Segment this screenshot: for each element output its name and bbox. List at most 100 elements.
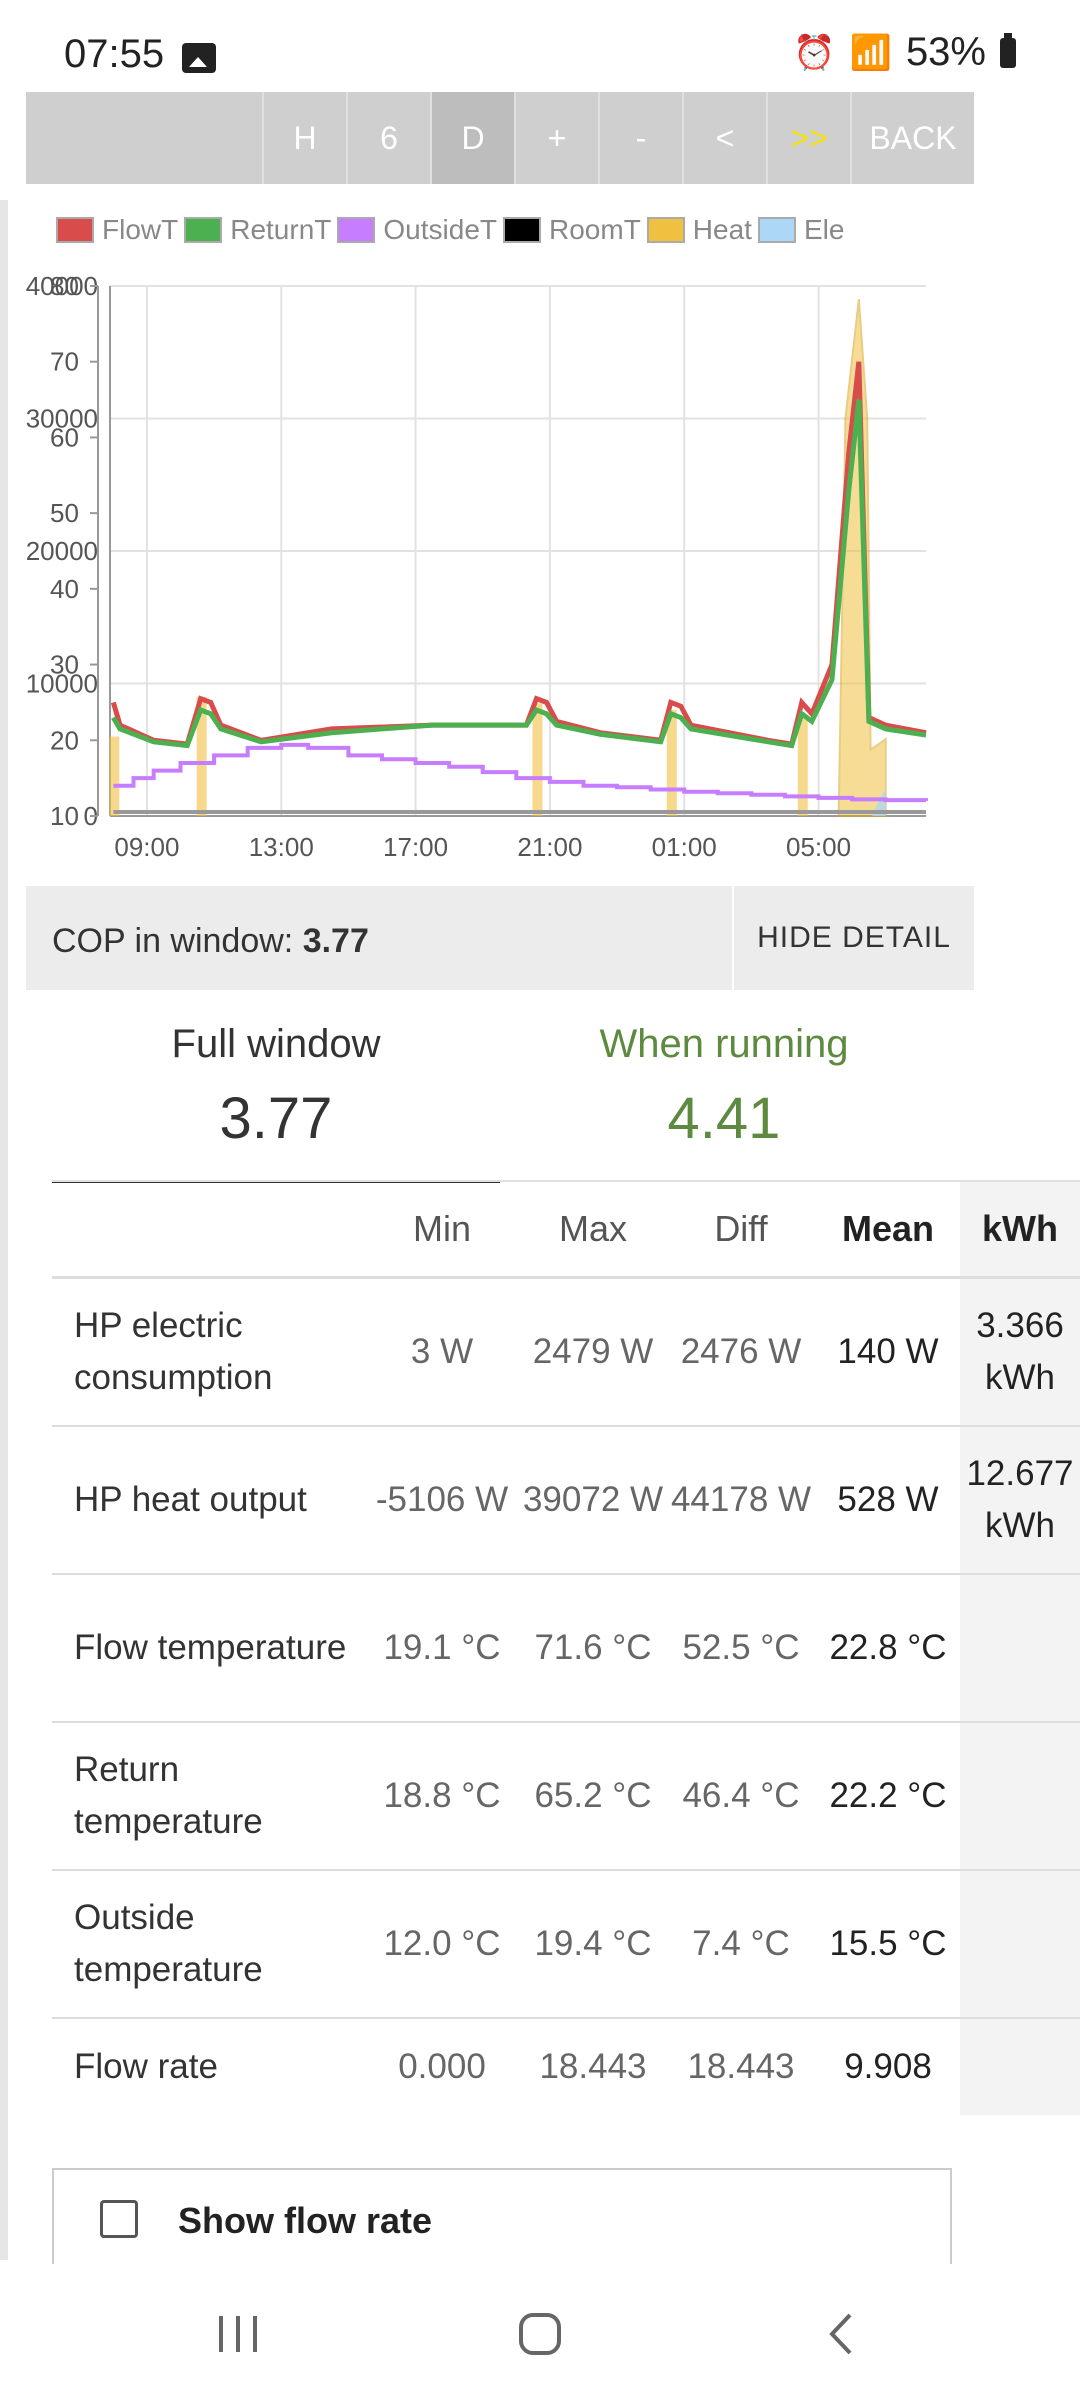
stats-table: Min Max Diff Mean kWh HP electric consum…	[52, 1182, 1080, 2115]
row-max: 39072 W	[520, 1426, 666, 1575]
heat-spike	[666, 710, 677, 816]
legend-item-heat[interactable]: Heat	[646, 214, 752, 246]
y-left-tick-label: 50	[50, 498, 79, 528]
cop-tabs: Full window 3.77 When running 4.41	[52, 1000, 1000, 1183]
pan-left-button[interactable]: <	[682, 92, 766, 184]
table-row: HP electric consumption 3 W 2479 W 2476 …	[52, 1277, 1080, 1427]
series-returnt	[111, 399, 927, 749]
table-header-row: Min Max Diff Mean kWh	[52, 1182, 1080, 1279]
row-diff: 18.443	[687, 2047, 795, 2086]
y-left-tick-label: 70	[50, 347, 79, 377]
status-time: 07:55	[64, 32, 165, 76]
table-row: Outside temperature 12.0 °C 19.4 °C 7.4 …	[52, 1870, 1080, 2019]
legend-item-flowt[interactable]: FlowT	[56, 214, 178, 246]
tab-when-running-title: When running	[599, 1022, 849, 1066]
table-row: Flow temperature 19.1 °C 71.6 °C 52.5 °C…	[52, 1574, 1080, 1723]
row-mean: 528 W	[816, 1426, 960, 1575]
legend-item-roomt[interactable]: RoomT	[503, 214, 641, 246]
chart-toolbar: H 6 D + - < >> BACK	[26, 92, 974, 184]
header-diff: Diff	[666, 1182, 816, 1279]
row-mean: 140 W	[816, 1277, 960, 1427]
legend-swatch	[646, 217, 685, 243]
day-button[interactable]: D	[430, 92, 514, 184]
legend-swatch	[503, 217, 541, 243]
recent-apps-icon[interactable]	[198, 2304, 278, 2364]
y-right-tick-label: 20000	[26, 536, 98, 566]
row-label: Flow rate	[74, 2047, 218, 2086]
legend-swatch	[184, 217, 223, 243]
show-flow-rate-option[interactable]: Show flow rate	[52, 2168, 952, 2290]
show-flow-rate-checkbox[interactable]	[100, 2200, 138, 2238]
back-button[interactable]: BACK	[850, 92, 974, 184]
legend-label: FlowT	[102, 214, 179, 245]
legend-item-ele[interactable]: Ele	[757, 214, 844, 246]
hour-button[interactable]: H	[262, 92, 346, 184]
tab-when-running-value: 4.41	[667, 1086, 781, 1151]
legend-item-returnt[interactable]: ReturnT	[184, 214, 331, 246]
legend-swatch	[337, 217, 376, 243]
tab-full-window-title: Full window	[171, 1022, 381, 1066]
chart-area[interactable]: 09:00 13:00 17:00 21:00 01:00 05:00 0 10000 2000…	[26, 184, 974, 886]
row-max: 19.4 °C	[520, 1870, 666, 2019]
y-left-tick-label: 60	[50, 422, 79, 452]
cop-label: COP in window:	[52, 922, 303, 960]
y-left-tick-label: 40	[50, 574, 79, 604]
cop-value: 3.77	[302, 922, 369, 960]
row-max: 2479 W	[520, 1277, 666, 1427]
row-kwh: 3.366 kWh	[960, 1277, 1080, 1427]
legend-item-outsidet[interactable]: OutsideT	[337, 214, 497, 246]
hide-detail-button[interactable]: HIDE DETAIL	[732, 886, 974, 990]
row-mean: 22.2 °C	[816, 1722, 960, 1871]
tab-full-window[interactable]: Full window 3.77	[52, 1000, 500, 1183]
row-min: 19.1 °C	[364, 1574, 520, 1723]
row-min: 0.000	[398, 2047, 486, 2086]
tab-when-running[interactable]: When running 4.41	[500, 1000, 948, 1180]
header-max: Max	[520, 1182, 666, 1279]
legend-swatch	[56, 217, 94, 243]
x-tick-label: 13:00	[249, 832, 314, 862]
x-tick-label: 09:00	[114, 832, 179, 862]
row-label: HP heat output	[52, 1426, 364, 1575]
legend-label: OutsideT	[383, 214, 497, 245]
wifi-icon: 📶	[849, 33, 892, 72]
row-label: Outside temperature	[52, 1870, 364, 2019]
row-min: 3 W	[364, 1277, 520, 1427]
row-diff: 2476 W	[666, 1277, 816, 1427]
chart-plot[interactable]: 09:00 13:00 17:00 21:00 01:00 05:000100002000…	[26, 184, 974, 886]
row-min: 12.0 °C	[364, 1870, 520, 2019]
zoom-out-button[interactable]: -	[598, 92, 682, 184]
row-diff: 52.5 °C	[666, 1574, 816, 1723]
home-icon[interactable]	[500, 2304, 580, 2364]
y-left-tick-label: 10	[50, 801, 79, 831]
heat-spike	[196, 696, 207, 816]
row-label: HP electric consumption	[52, 1277, 364, 1427]
heat-spike	[532, 703, 543, 816]
left-edge-shadow	[0, 200, 8, 2260]
header-min: Min	[364, 1182, 520, 1279]
zoom-in-button[interactable]: +	[514, 92, 598, 184]
row-min: -5106 W	[364, 1426, 520, 1575]
x-tick-label: 05:00	[786, 832, 851, 862]
heat-spike	[109, 736, 120, 816]
row-kwh	[960, 2018, 1080, 2115]
y-right-tick-label: 10000	[26, 669, 98, 699]
battery-icon	[1000, 32, 1016, 68]
legend-label: ReturnT	[230, 214, 332, 245]
system-nav-bar	[0, 2264, 1080, 2400]
status-icons: ⏰ 📶 53%	[793, 30, 1016, 75]
cop-text: COP in window: 3.77	[52, 922, 369, 961]
table-row: Flow rate 0.000 18.443 18.443 9.908	[52, 2018, 1080, 2115]
row-max: 71.6 °C	[520, 1574, 666, 1723]
pan-right-button[interactable]: >>	[766, 92, 850, 184]
six-hours-button[interactable]: 6	[346, 92, 430, 184]
legend-label: RoomT	[549, 214, 641, 245]
tab-full-window-value: 3.77	[219, 1086, 333, 1151]
back-nav-icon[interactable]	[802, 2304, 882, 2364]
legend-label: Heat	[692, 214, 752, 245]
status-bar: 07:55 ⏰ 📶 53%	[0, 0, 1080, 88]
alarm-icon: ⏰	[793, 33, 836, 72]
cop-summary-bar: COP in window: 3.77 HIDE DETAIL	[26, 886, 974, 990]
table-row: Return temperature 18.8 °C 65.2 °C 46.4 …	[52, 1722, 1080, 1871]
tab-divider	[52, 1180, 1080, 1182]
legend-swatch	[757, 217, 796, 243]
